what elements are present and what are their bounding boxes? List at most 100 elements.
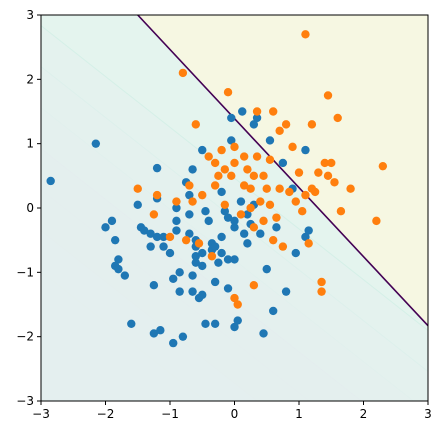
point-class-orange (310, 187, 320, 197)
point-class-orange (269, 107, 278, 116)
point-class-orange (265, 200, 275, 209)
point-class-orange (252, 152, 262, 161)
y-tick-label: 3 (26, 8, 34, 22)
point-class-orange (288, 142, 297, 152)
point-class-blue (172, 226, 181, 235)
point-class-blue (269, 306, 278, 316)
point-class-blue (110, 235, 120, 245)
point-class-orange (314, 168, 323, 177)
point-class-blue (281, 287, 291, 296)
point-class-orange (269, 235, 278, 245)
point-class-orange (265, 155, 275, 164)
point-class-orange (233, 300, 242, 309)
point-class-orange (259, 171, 268, 181)
point-class-orange (317, 277, 326, 287)
point-class-blue (169, 274, 178, 283)
point-class-blue (165, 248, 175, 258)
point-class-blue (146, 242, 155, 251)
point-class-blue (149, 281, 159, 290)
point-class-orange (294, 168, 304, 177)
point-class-blue (140, 226, 149, 235)
point-class-orange (272, 213, 281, 222)
y-tick-label: −3 (16, 394, 34, 408)
point-class-orange (210, 158, 220, 168)
x-tick-label: 1 (295, 407, 303, 421)
point-class-orange (281, 120, 291, 129)
point-class-blue (249, 120, 259, 129)
point-class-orange (246, 184, 255, 193)
point-class-orange (327, 158, 336, 168)
y-axis-ticks: −3 −2 −1 0 1 2 3 (16, 8, 41, 408)
point-class-blue (227, 113, 236, 123)
point-class-orange (220, 200, 230, 209)
point-class-orange (178, 68, 188, 78)
point-class-orange (181, 235, 191, 245)
point-class-blue (230, 223, 239, 232)
point-class-orange (304, 239, 313, 248)
y-tick-label: −2 (16, 330, 34, 344)
point-class-blue (259, 329, 268, 338)
point-class-blue (301, 232, 310, 242)
point-class-orange (214, 171, 223, 181)
point-class-blue (223, 255, 233, 264)
point-class-blue (175, 287, 184, 296)
point-class-blue (223, 213, 233, 222)
point-class-blue (198, 261, 207, 271)
point-class-orange (262, 184, 271, 193)
point-class-orange (220, 165, 230, 174)
point-class-orange (191, 120, 200, 129)
y-tick-label: 0 (26, 201, 34, 215)
point-class-blue (301, 145, 310, 155)
point-class-orange (285, 187, 294, 197)
point-class-blue (217, 232, 226, 242)
point-class-blue (156, 326, 165, 335)
point-class-blue (185, 229, 194, 238)
point-class-blue (238, 107, 247, 116)
point-class-blue (188, 287, 197, 296)
point-class-blue (265, 136, 275, 145)
point-class-orange (333, 113, 342, 123)
point-class-orange (275, 126, 284, 135)
point-class-orange (239, 181, 249, 190)
point-class-blue (227, 136, 236, 145)
x-tick-label: 3 (424, 407, 432, 421)
y-tick-label: 1 (26, 137, 34, 151)
point-class-blue (198, 145, 207, 155)
point-class-blue (114, 264, 123, 274)
point-class-orange (239, 152, 249, 161)
point-class-blue (239, 229, 249, 238)
point-class-orange (227, 171, 236, 181)
point-class-orange (249, 281, 259, 290)
point-class-blue (233, 316, 242, 325)
point-class-blue (278, 158, 288, 168)
point-class-orange (194, 239, 204, 248)
point-class-orange (275, 184, 284, 193)
point-class-orange (243, 165, 252, 174)
y-tick-label: −1 (16, 265, 34, 279)
point-class-blue (256, 229, 265, 238)
point-class-orange (230, 142, 239, 152)
point-class-orange (165, 232, 175, 242)
point-class-orange (230, 158, 239, 168)
point-class-orange (249, 171, 259, 181)
point-class-orange (133, 184, 142, 193)
x-axis-ticks: −3 −2 −1 0 1 2 3 (32, 401, 432, 421)
point-class-blue (236, 197, 246, 206)
point-class-blue (185, 210, 194, 219)
point-class-blue (188, 165, 197, 174)
point-class-orange (252, 107, 262, 116)
point-class-blue (178, 332, 188, 341)
point-class-orange (223, 88, 233, 97)
point-class-blue (172, 203, 181, 213)
point-class-blue (185, 190, 194, 200)
point-class-orange (323, 91, 333, 100)
point-class-blue (133, 200, 142, 209)
point-class-orange (336, 207, 346, 216)
point-class-orange (323, 171, 333, 181)
point-class-blue (201, 319, 210, 328)
point-class-blue (198, 290, 207, 300)
point-class-orange (256, 197, 265, 206)
y-tick-label: 2 (26, 72, 34, 86)
point-class-orange (301, 30, 310, 39)
